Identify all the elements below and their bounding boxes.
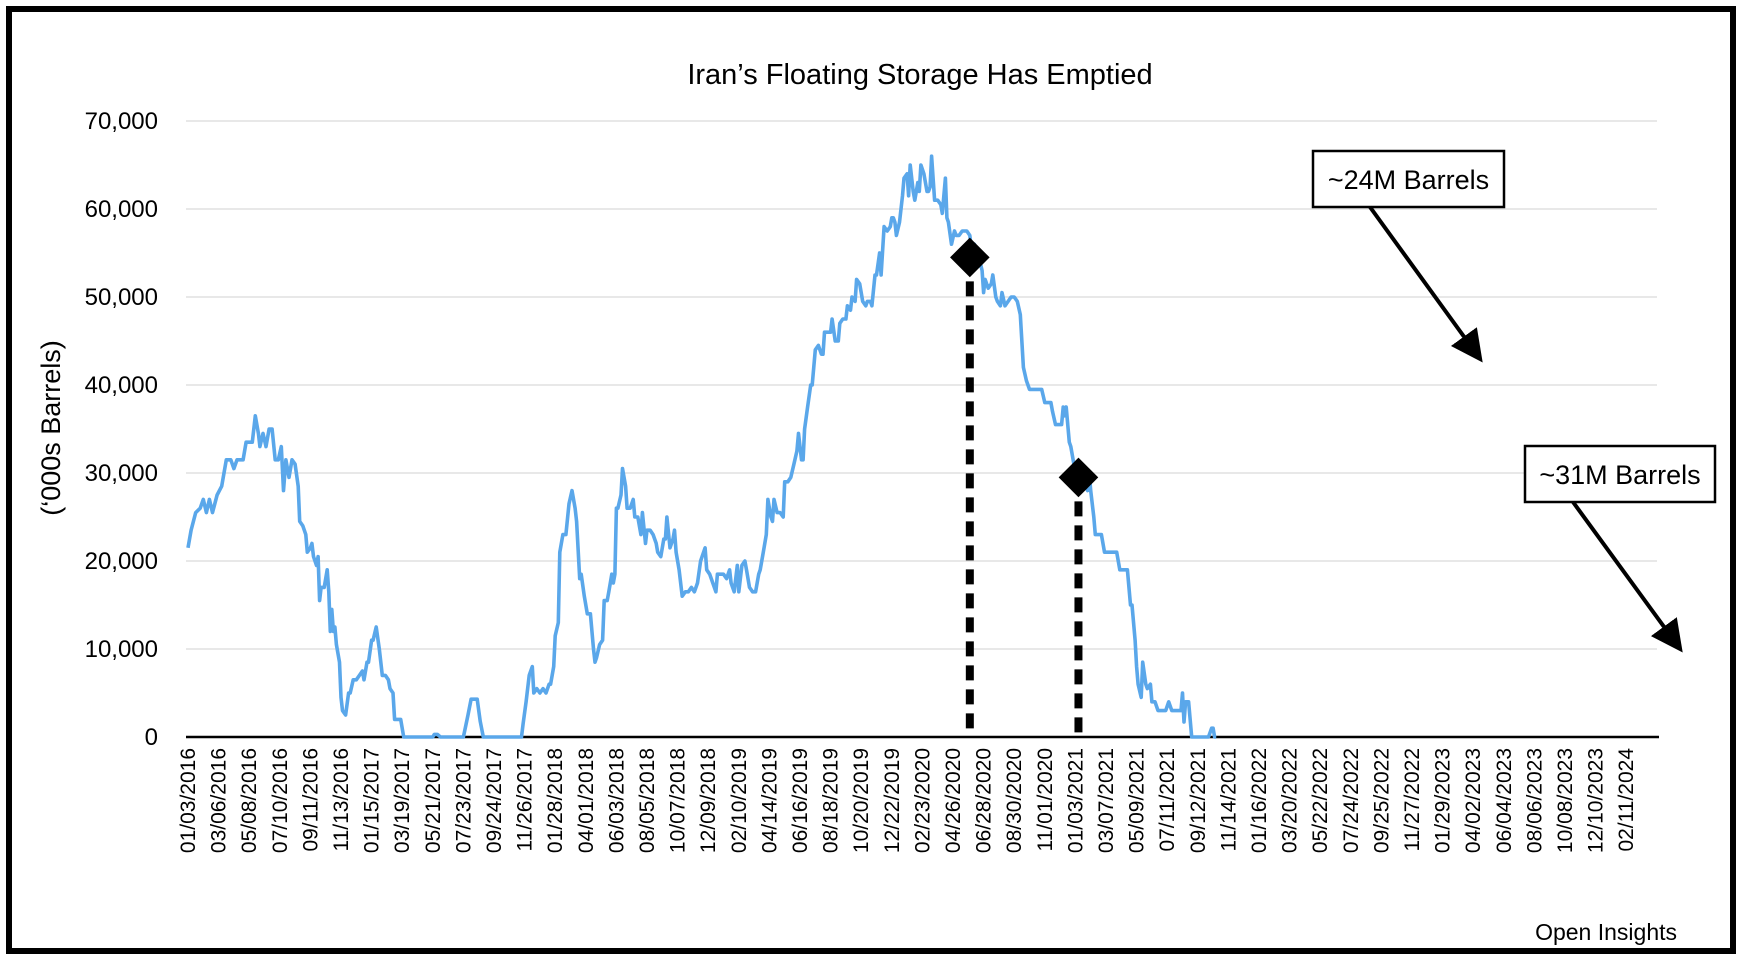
x-tick-label: 06/04/2023 — [1493, 748, 1516, 853]
x-tick-label: 07/24/2022 — [1340, 748, 1363, 853]
x-tick-label: 08/06/2023 — [1523, 748, 1546, 853]
annotation-arrow — [1571, 500, 1683, 653]
x-tick-label: 04/02/2023 — [1462, 748, 1485, 853]
x-tick-label: 11/01/2020 — [1034, 748, 1057, 852]
annotation-box — [1523, 444, 1717, 504]
x-tick-label: 10/08/2023 — [1554, 748, 1577, 853]
x-tick-label: 03/20/2022 — [1279, 748, 1302, 853]
x-tick-label: 12/10/2023 — [1585, 748, 1608, 853]
y-axis-label: (‘000s Barrels) — [36, 340, 66, 516]
y-axis-ticks: 0 10,000 20,000 30,000 40,000 50,000 60,000 70,… — [85, 108, 158, 751]
x-tick-label: 01/16/2022 — [1248, 748, 1271, 853]
x-tick-label: 05/09/2021 — [1126, 748, 1149, 853]
x-tick-label: 04/26/2020 — [942, 748, 965, 853]
y-tick-label: 30,000 — [85, 460, 158, 487]
x-tick-label: 01/15/2017 — [361, 748, 384, 853]
y-tick-label: 70,000 — [85, 108, 158, 135]
x-tick-label: 08/05/2018 — [636, 748, 659, 853]
y-tick-label: 20,000 — [85, 548, 158, 575]
x-tick-label: 02/11/2024 — [1615, 748, 1638, 852]
x-tick-label: 05/08/2016 — [238, 748, 261, 853]
grid-lines — [186, 120, 1657, 650]
series-line — [186, 154, 1217, 739]
x-tick-label: 11/26/2017 — [514, 748, 537, 852]
x-tick-label: 01/03/2016 — [177, 748, 200, 853]
x-tick-label: 09/12/2021 — [1187, 748, 1210, 853]
x-tick-label: 12/09/2018 — [697, 748, 720, 853]
x-tick-label: 08/30/2020 — [1003, 748, 1026, 853]
annotation-arrow — [1368, 205, 1483, 363]
x-tick-label: 01/03/2021 — [1064, 748, 1087, 853]
x-tick-label: 11/14/2021 — [1217, 748, 1240, 852]
x-tick-label: 09/25/2022 — [1370, 748, 1393, 853]
annotation-label: ~31M Barrels — [1539, 460, 1700, 490]
y-tick-label: 40,000 — [85, 372, 158, 399]
x-tick-label: 09/24/2017 — [483, 748, 506, 853]
source-label: Open Insights — [1535, 919, 1677, 945]
y-tick-label: 10,000 — [85, 636, 158, 663]
x-tick-label: 02/10/2019 — [728, 748, 751, 853]
x-tick-label: 11/27/2022 — [1401, 748, 1424, 852]
x-tick-label: 11/13/2016 — [330, 748, 353, 852]
y-tick-label: 0 — [145, 724, 158, 751]
x-tick-label: 07/10/2016 — [269, 748, 292, 853]
x-tick-label: 12/22/2019 — [881, 748, 904, 853]
x-tick-label: 08/18/2019 — [820, 748, 843, 853]
chart-title: Iran’s Floating Storage Has Emptied — [687, 59, 1152, 91]
x-tick-label: 06/03/2018 — [605, 748, 628, 853]
x-tick-label: 03/06/2016 — [208, 748, 231, 853]
x-tick-label: 10/20/2019 — [850, 748, 873, 853]
y-tick-label: 60,000 — [85, 196, 158, 223]
x-tick-label: 06/28/2020 — [973, 748, 996, 853]
x-tick-label: 10/07/2018 — [667, 748, 690, 853]
x-tick-label: 07/11/2021 — [1156, 748, 1179, 852]
annotation-label: ~24M Barrels — [1328, 165, 1489, 195]
x-tick-label: 01/28/2018 — [544, 748, 567, 853]
x-tick-label: 07/23/2017 — [452, 748, 475, 853]
annotation-marker — [950, 237, 990, 278]
annotation-box — [1311, 149, 1506, 209]
x-tick-label: 09/11/2016 — [299, 748, 322, 852]
y-tick-label: 50,000 — [85, 284, 158, 311]
x-axis-ticks: 01/03/2016 03/06/2016 05/08/2016 07/10/2016… — [177, 748, 1638, 853]
x-tick-label: 01/29/2023 — [1432, 748, 1455, 853]
x-tick-label: 04/14/2019 — [758, 748, 781, 853]
x-tick-label: 03/07/2021 — [1095, 748, 1118, 853]
x-tick-label: 03/19/2017 — [391, 748, 414, 853]
x-tick-label: 04/01/2018 — [575, 748, 598, 853]
x-tick-label: 05/21/2017 — [422, 748, 445, 853]
x-tick-label: 02/23/2020 — [911, 748, 934, 853]
x-tick-label: 06/16/2019 — [789, 748, 812, 853]
x-tick-label: 05/22/2022 — [1309, 748, 1332, 853]
series-layer — [186, 154, 1217, 739]
